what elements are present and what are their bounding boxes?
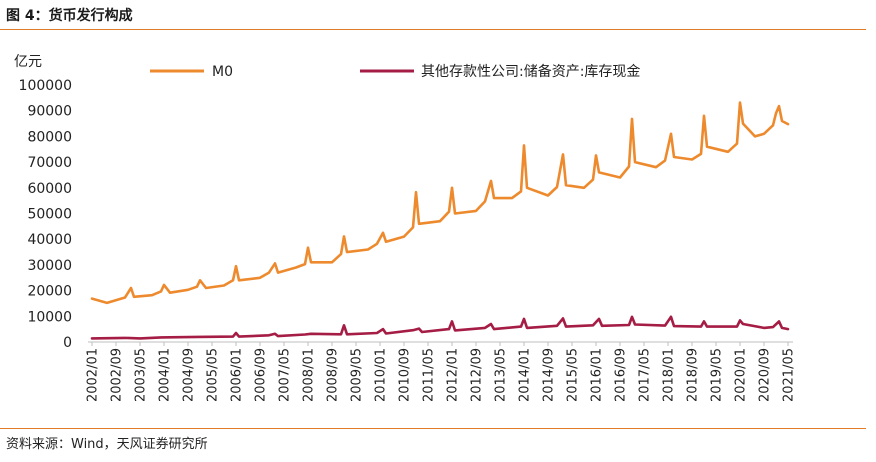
x-tick-label: 2014/01 — [518, 348, 533, 402]
x-tick-label: 2012/01 — [446, 348, 461, 402]
series-line-m0 — [90, 101, 790, 305]
y-tick-label: 60000 — [27, 181, 72, 197]
x-tick-label: 2004/09 — [182, 348, 197, 402]
y-tick-label: 30000 — [27, 258, 72, 274]
x-tick-label: 2017/05 — [638, 348, 653, 402]
x-tick-label: 2005/05 — [206, 348, 221, 402]
title-divider — [0, 29, 866, 30]
x-tick-label: 2021/05 — [782, 348, 797, 402]
x-tick-label: 2002/09 — [110, 348, 125, 402]
x-tick-label: 2018/09 — [686, 348, 701, 402]
y-tick-label: 100000 — [19, 78, 72, 94]
series-line-vault-cash — [90, 315, 790, 340]
x-tick-label: 2002/01 — [86, 348, 101, 402]
x-tick-label: 2008/09 — [326, 348, 341, 402]
x-tick-label: 2016/09 — [614, 348, 629, 402]
x-tick-label: 2007/05 — [278, 348, 293, 402]
legend-label-vault-cash: 其他存款性公司:储备资产:库存现金 — [421, 63, 640, 80]
y-tick-label: 70000 — [27, 155, 72, 171]
legend-label-m0: M0 — [212, 64, 233, 80]
y-tick-label: 20000 — [27, 284, 72, 300]
source-divider — [0, 428, 866, 429]
x-tick-label: 2018/01 — [662, 348, 677, 402]
x-tick-label: 2009/05 — [350, 348, 365, 402]
x-tick-label: 2008/01 — [302, 348, 317, 402]
x-tick-label: 2015/05 — [566, 348, 581, 402]
y-axis-unit-label: 亿元 — [14, 54, 42, 70]
x-tick-label: 2004/01 — [158, 348, 173, 402]
x-tick-label: 2014/09 — [542, 348, 557, 402]
x-tick-label: 2020/01 — [734, 348, 749, 402]
figure-title: 图 4：货币发行构成 — [6, 8, 133, 24]
y-tick-label: 90000 — [27, 104, 72, 120]
x-tick-label: 2012/09 — [470, 348, 485, 402]
x-tick-label: 2006/09 — [254, 348, 269, 402]
source-note: 资料来源：Wind，天风证券研究所 — [6, 437, 208, 452]
x-tick-label: 2010/01 — [374, 348, 389, 402]
x-tick-label: 2019/05 — [710, 348, 725, 402]
x-tick-label: 2010/09 — [398, 348, 413, 402]
y-tick-label: 50000 — [27, 207, 72, 223]
x-tick-label: 2011/05 — [422, 348, 437, 402]
y-tick-label: 0 — [63, 335, 72, 351]
y-tick-label: 80000 — [27, 129, 72, 145]
y-tick-label: 10000 — [27, 309, 72, 325]
x-tick-label: 2013/05 — [494, 348, 509, 402]
y-tick-label: 40000 — [27, 232, 72, 248]
x-tick-label: 2003/05 — [134, 348, 149, 402]
x-tick-label: 2020/09 — [758, 348, 773, 402]
x-tick-label: 2016/01 — [590, 348, 605, 402]
x-tick-label: 2006/01 — [230, 348, 245, 402]
